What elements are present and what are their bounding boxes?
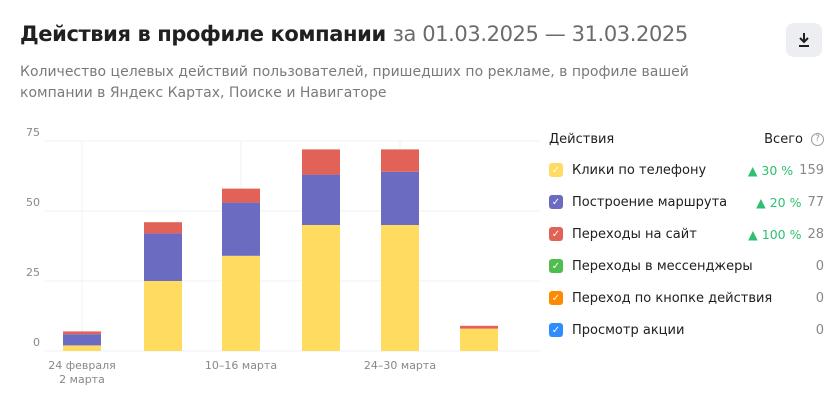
title-text: Действия в профиле компании <box>20 22 386 46</box>
legend-item[interactable]: ✓ Переход по кнопке действия 0 <box>549 282 824 314</box>
bar-segment[interactable] <box>63 334 101 346</box>
legend-item-total: 28 <box>807 226 824 242</box>
legend-item-label: Построение маршрута <box>572 194 728 210</box>
legend-item-total: 77 <box>807 194 824 210</box>
checkbox-checked-icon[interactable]: ✓ <box>549 323 563 337</box>
bar-segment[interactable] <box>222 188 260 203</box>
y-tick-label: 0 <box>33 336 40 349</box>
change-percent: ▲ 20 % <box>756 194 802 210</box>
legend-item-label: Клики по телефону <box>572 162 707 178</box>
legend-item-label: Переход по кнопке действия <box>572 290 773 306</box>
legend-header: Действия Всего? <box>549 128 824 150</box>
bar-segment[interactable] <box>381 171 419 225</box>
bar-segment[interactable] <box>63 345 101 351</box>
help-icon[interactable]: ? <box>811 132 824 146</box>
checkbox-checked-icon[interactable]: ✓ <box>549 291 563 305</box>
legend-item[interactable]: ✓ Переходы в мессенджеры 0 <box>549 250 824 282</box>
download-icon <box>799 33 809 47</box>
legend-item-total: 0 <box>815 290 824 306</box>
bar-segment[interactable] <box>144 222 182 234</box>
page-title: Действия в профиле компании за 01.03.202… <box>20 22 688 46</box>
change-percent: ▲ 100 % <box>748 226 802 242</box>
legend-item[interactable]: ✓ Клики по телефону ▲ 30 % 159 <box>549 154 824 186</box>
bar-segment[interactable] <box>460 328 498 351</box>
legend-item[interactable]: ✓ Просмотр акции 0 <box>549 314 824 346</box>
change-percent: ▲ 30 % <box>747 162 794 178</box>
x-tick-label: 10–16 марта <box>205 359 277 372</box>
legend-item[interactable]: ✓ Переходы на сайт ▲ 100 % 28 <box>549 218 824 250</box>
checkbox-checked-icon[interactable]: ✓ <box>549 259 563 273</box>
bar-segment[interactable] <box>302 149 340 175</box>
bar-segment[interactable] <box>381 225 419 351</box>
period: за 01.03.2025 — 31.03.2025 <box>392 22 689 46</box>
bar-segment[interactable] <box>460 325 498 329</box>
subtitle: Количество целевых действий пользователе… <box>20 64 689 101</box>
checkbox-checked-icon[interactable]: ✓ <box>549 227 563 241</box>
bar-segment[interactable] <box>381 149 419 172</box>
checkbox-checked-icon[interactable]: ✓ <box>549 163 563 177</box>
legend-item-label: Просмотр акции <box>572 322 685 338</box>
bar-segment[interactable] <box>302 174 340 225</box>
total-label: Всего <box>764 131 803 147</box>
legend-item-label: Переходы в мессенджеры <box>572 258 753 274</box>
download-button[interactable] <box>786 23 822 57</box>
bar-segment[interactable] <box>144 233 182 281</box>
bar-segment[interactable] <box>63 331 101 335</box>
x-tick-label: 2 марта <box>59 373 105 386</box>
y-tick-label: 75 <box>26 126 40 139</box>
bar-segment[interactable] <box>222 255 260 351</box>
legend-item-total: 0 <box>815 322 824 338</box>
x-tick-label: 24–30 марта <box>364 359 436 372</box>
legend-item[interactable]: ✓ Построение маршрута ▲ 20 % 77 <box>549 186 824 218</box>
y-tick-label: 25 <box>26 266 40 279</box>
bar-segment[interactable] <box>144 281 182 351</box>
legend-item-total: 159 <box>799 162 824 178</box>
bar-segment[interactable] <box>302 225 340 351</box>
y-tick-label: 50 <box>26 196 40 209</box>
legend: Действия Всего? ✓ Клики по телефону ▲ 30… <box>549 128 824 346</box>
checkbox-checked-icon[interactable]: ✓ <box>549 195 563 209</box>
legend-header-label: Действия <box>549 131 615 147</box>
bar-segment[interactable] <box>222 202 260 256</box>
legend-item-total: 0 <box>815 258 824 274</box>
x-tick-label: 24 февраля <box>48 359 116 372</box>
legend-item-label: Переходы на сайт <box>572 226 697 242</box>
